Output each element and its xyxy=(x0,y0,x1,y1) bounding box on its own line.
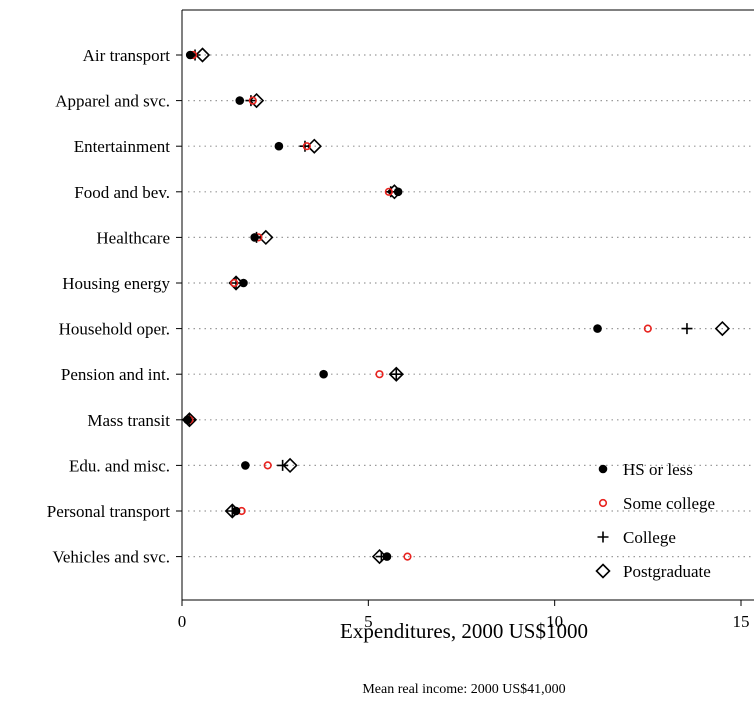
y-tick-label: Pension and int. xyxy=(61,365,170,384)
y-tick-label: Personal transport xyxy=(47,502,171,521)
chart-note: Mean real income: 2000 US$41,000 xyxy=(362,682,565,697)
data-point xyxy=(248,92,265,109)
data-point xyxy=(185,50,195,60)
legend-marker xyxy=(595,563,611,579)
legend-marker xyxy=(598,464,608,474)
y-tick-label: Edu. and misc. xyxy=(69,456,170,475)
data-point xyxy=(239,278,248,288)
data-point xyxy=(248,96,257,105)
data-point xyxy=(194,47,211,63)
data-point xyxy=(302,142,311,151)
legend-label: College xyxy=(623,528,676,547)
data-point xyxy=(393,187,403,197)
data-point xyxy=(245,95,257,107)
data-point xyxy=(384,187,393,196)
legend-label: Postgraduate xyxy=(623,562,711,581)
x-axis-label: Expenditures, 2000 US$1000 xyxy=(340,619,588,643)
legend-marker xyxy=(598,498,608,508)
x-tick-label: 15 xyxy=(733,612,750,631)
data-point xyxy=(263,461,272,470)
legend-label: Some college xyxy=(623,494,715,513)
data-point xyxy=(183,415,192,425)
data-point xyxy=(319,369,328,379)
data-point xyxy=(241,461,250,470)
y-tick-label: Mass transit xyxy=(87,411,170,430)
data-point xyxy=(593,324,602,333)
y-tick-label: Apparel and svc. xyxy=(55,92,170,111)
data-point xyxy=(714,320,730,337)
data-point xyxy=(388,366,404,382)
data-point xyxy=(282,457,298,474)
y-tick-label: Food and bev. xyxy=(74,183,170,202)
y-tick-label: Housing energy xyxy=(62,274,170,293)
data-point xyxy=(643,324,652,333)
legend-label: HS or less xyxy=(623,460,693,479)
y-tick-label: Entertainment xyxy=(74,137,171,156)
data-point xyxy=(403,552,412,561)
plot-area: Air transport Apparel and svc. Entertainme… xyxy=(47,9,754,631)
data-point xyxy=(235,96,245,105)
x-tick-label: 0 xyxy=(178,612,187,631)
legend-marker xyxy=(597,531,609,543)
x-tick-label: 10 xyxy=(546,612,563,631)
legend: HS or less Some college College Postgraduat… xyxy=(595,460,715,581)
y-tick-label: Air transport xyxy=(83,46,171,65)
data-point xyxy=(375,370,384,379)
y-tick-label: Healthcare xyxy=(96,228,170,247)
data-point xyxy=(277,459,289,471)
data-point xyxy=(274,141,284,151)
y-tick-label: Vehicles and svc. xyxy=(52,548,170,567)
data-point xyxy=(390,368,402,380)
y-tick-label: Household oper. xyxy=(59,320,170,339)
data-point xyxy=(230,278,239,288)
data-point xyxy=(231,506,241,516)
x-tick-label: 5 xyxy=(364,612,373,631)
data-point xyxy=(250,233,259,242)
data-point xyxy=(382,552,392,561)
data-point xyxy=(299,140,311,152)
data-point xyxy=(681,323,693,335)
